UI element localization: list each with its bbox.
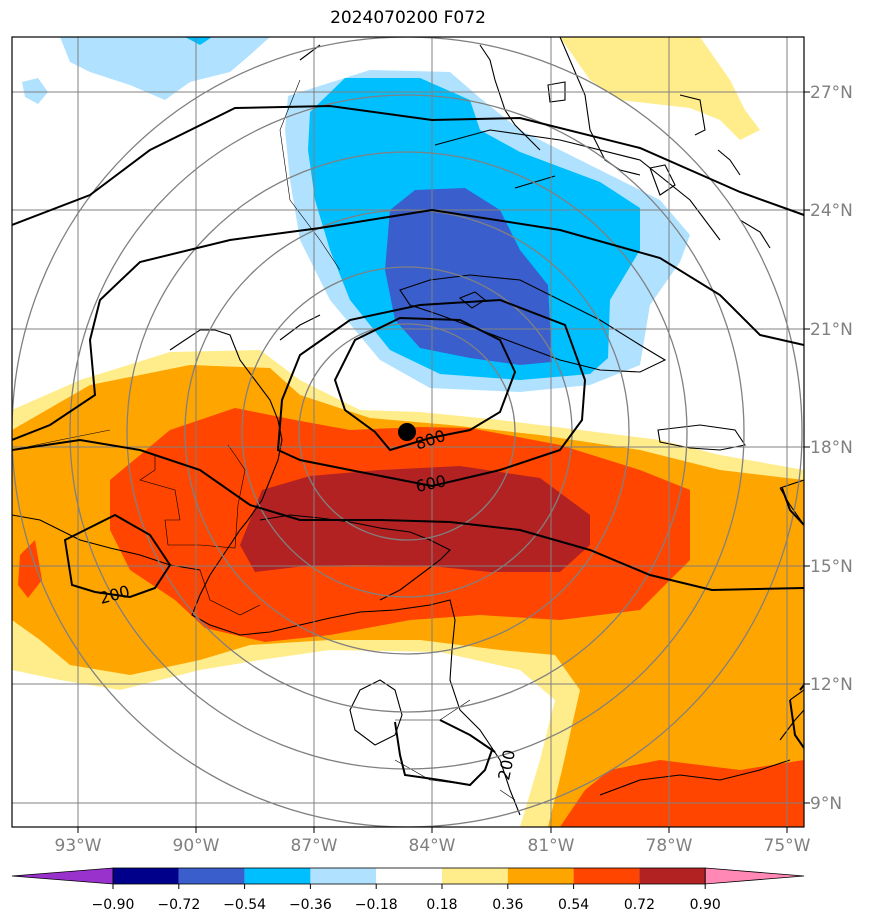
lon-label: 93°W: [55, 836, 102, 856]
colorbar-tick-label: −0.54: [223, 897, 266, 913]
lon-label: 81°W: [528, 836, 575, 856]
colorbar-tick-label: 0.90: [690, 897, 721, 913]
colorbar-extend-high: [704, 867, 805, 885]
colorbar-tick-label: −0.36: [289, 897, 332, 913]
lon-label: 84°W: [409, 836, 456, 856]
lat-label: 9°N: [810, 794, 842, 814]
graticule: [12, 37, 804, 827]
longitude-labels: 93°W 90°W 87°W 84°W 81°W 78°W 75°W: [55, 836, 811, 856]
lat-label: 27°N: [810, 83, 853, 103]
lat-label: 15°N: [810, 557, 853, 577]
colorbar-segment: [310, 868, 377, 884]
colorbar-tick-label: 0.54: [558, 897, 589, 913]
colorbar-segment: [244, 868, 311, 884]
colorbar: −0.90 −0.72 −0.54 −0.36 −0.18 0.18 0.36 …: [11, 867, 805, 913]
range-rings: [12, 37, 803, 827]
colorbar-tick-label: −0.18: [355, 897, 398, 913]
lon-label: 90°W: [173, 836, 220, 856]
colorbar-segment: [442, 868, 508, 884]
map-area: 800 600 200 200: [12, 37, 804, 827]
lon-label: 75°W: [764, 836, 811, 856]
storm-center-marker: [398, 423, 416, 441]
colorbar-segment: [507, 868, 574, 884]
colorbar-segment: [178, 868, 245, 884]
plot-title: 2024070200 F072: [330, 8, 486, 28]
colorbar-segment: [113, 868, 179, 884]
lat-label: 21°N: [810, 320, 853, 340]
latitude-labels: 27°N 24°N 21°N 18°N 15°N 12°N 9°N: [810, 83, 853, 814]
colorbar-segment: [573, 868, 640, 884]
axis-ticks: [77, 91, 810, 833]
borders: [12, 79, 516, 801]
lon-label: 87°W: [291, 836, 338, 856]
colorbar-tick-label: 0.36: [492, 897, 523, 913]
map-frame: [11, 36, 805, 828]
lon-label: 78°W: [646, 836, 693, 856]
lat-label: 24°N: [810, 201, 853, 221]
colorbar-tick-label: −0.90: [92, 897, 135, 913]
colorbar-tick-label: 0.18: [426, 897, 457, 913]
colorbar-extend-low: [11, 867, 114, 885]
lat-label: 18°N: [810, 438, 853, 458]
colorbar-segment: [639, 868, 706, 884]
positive-anomaly-fill: [12, 37, 804, 827]
contour-lines: [12, 104, 804, 787]
colorbar-tick-label: −0.72: [157, 897, 200, 913]
colorbar-segment: [376, 868, 442, 884]
lat-label: 12°N: [810, 675, 853, 695]
colorbar-tick-label: 0.72: [624, 897, 655, 913]
